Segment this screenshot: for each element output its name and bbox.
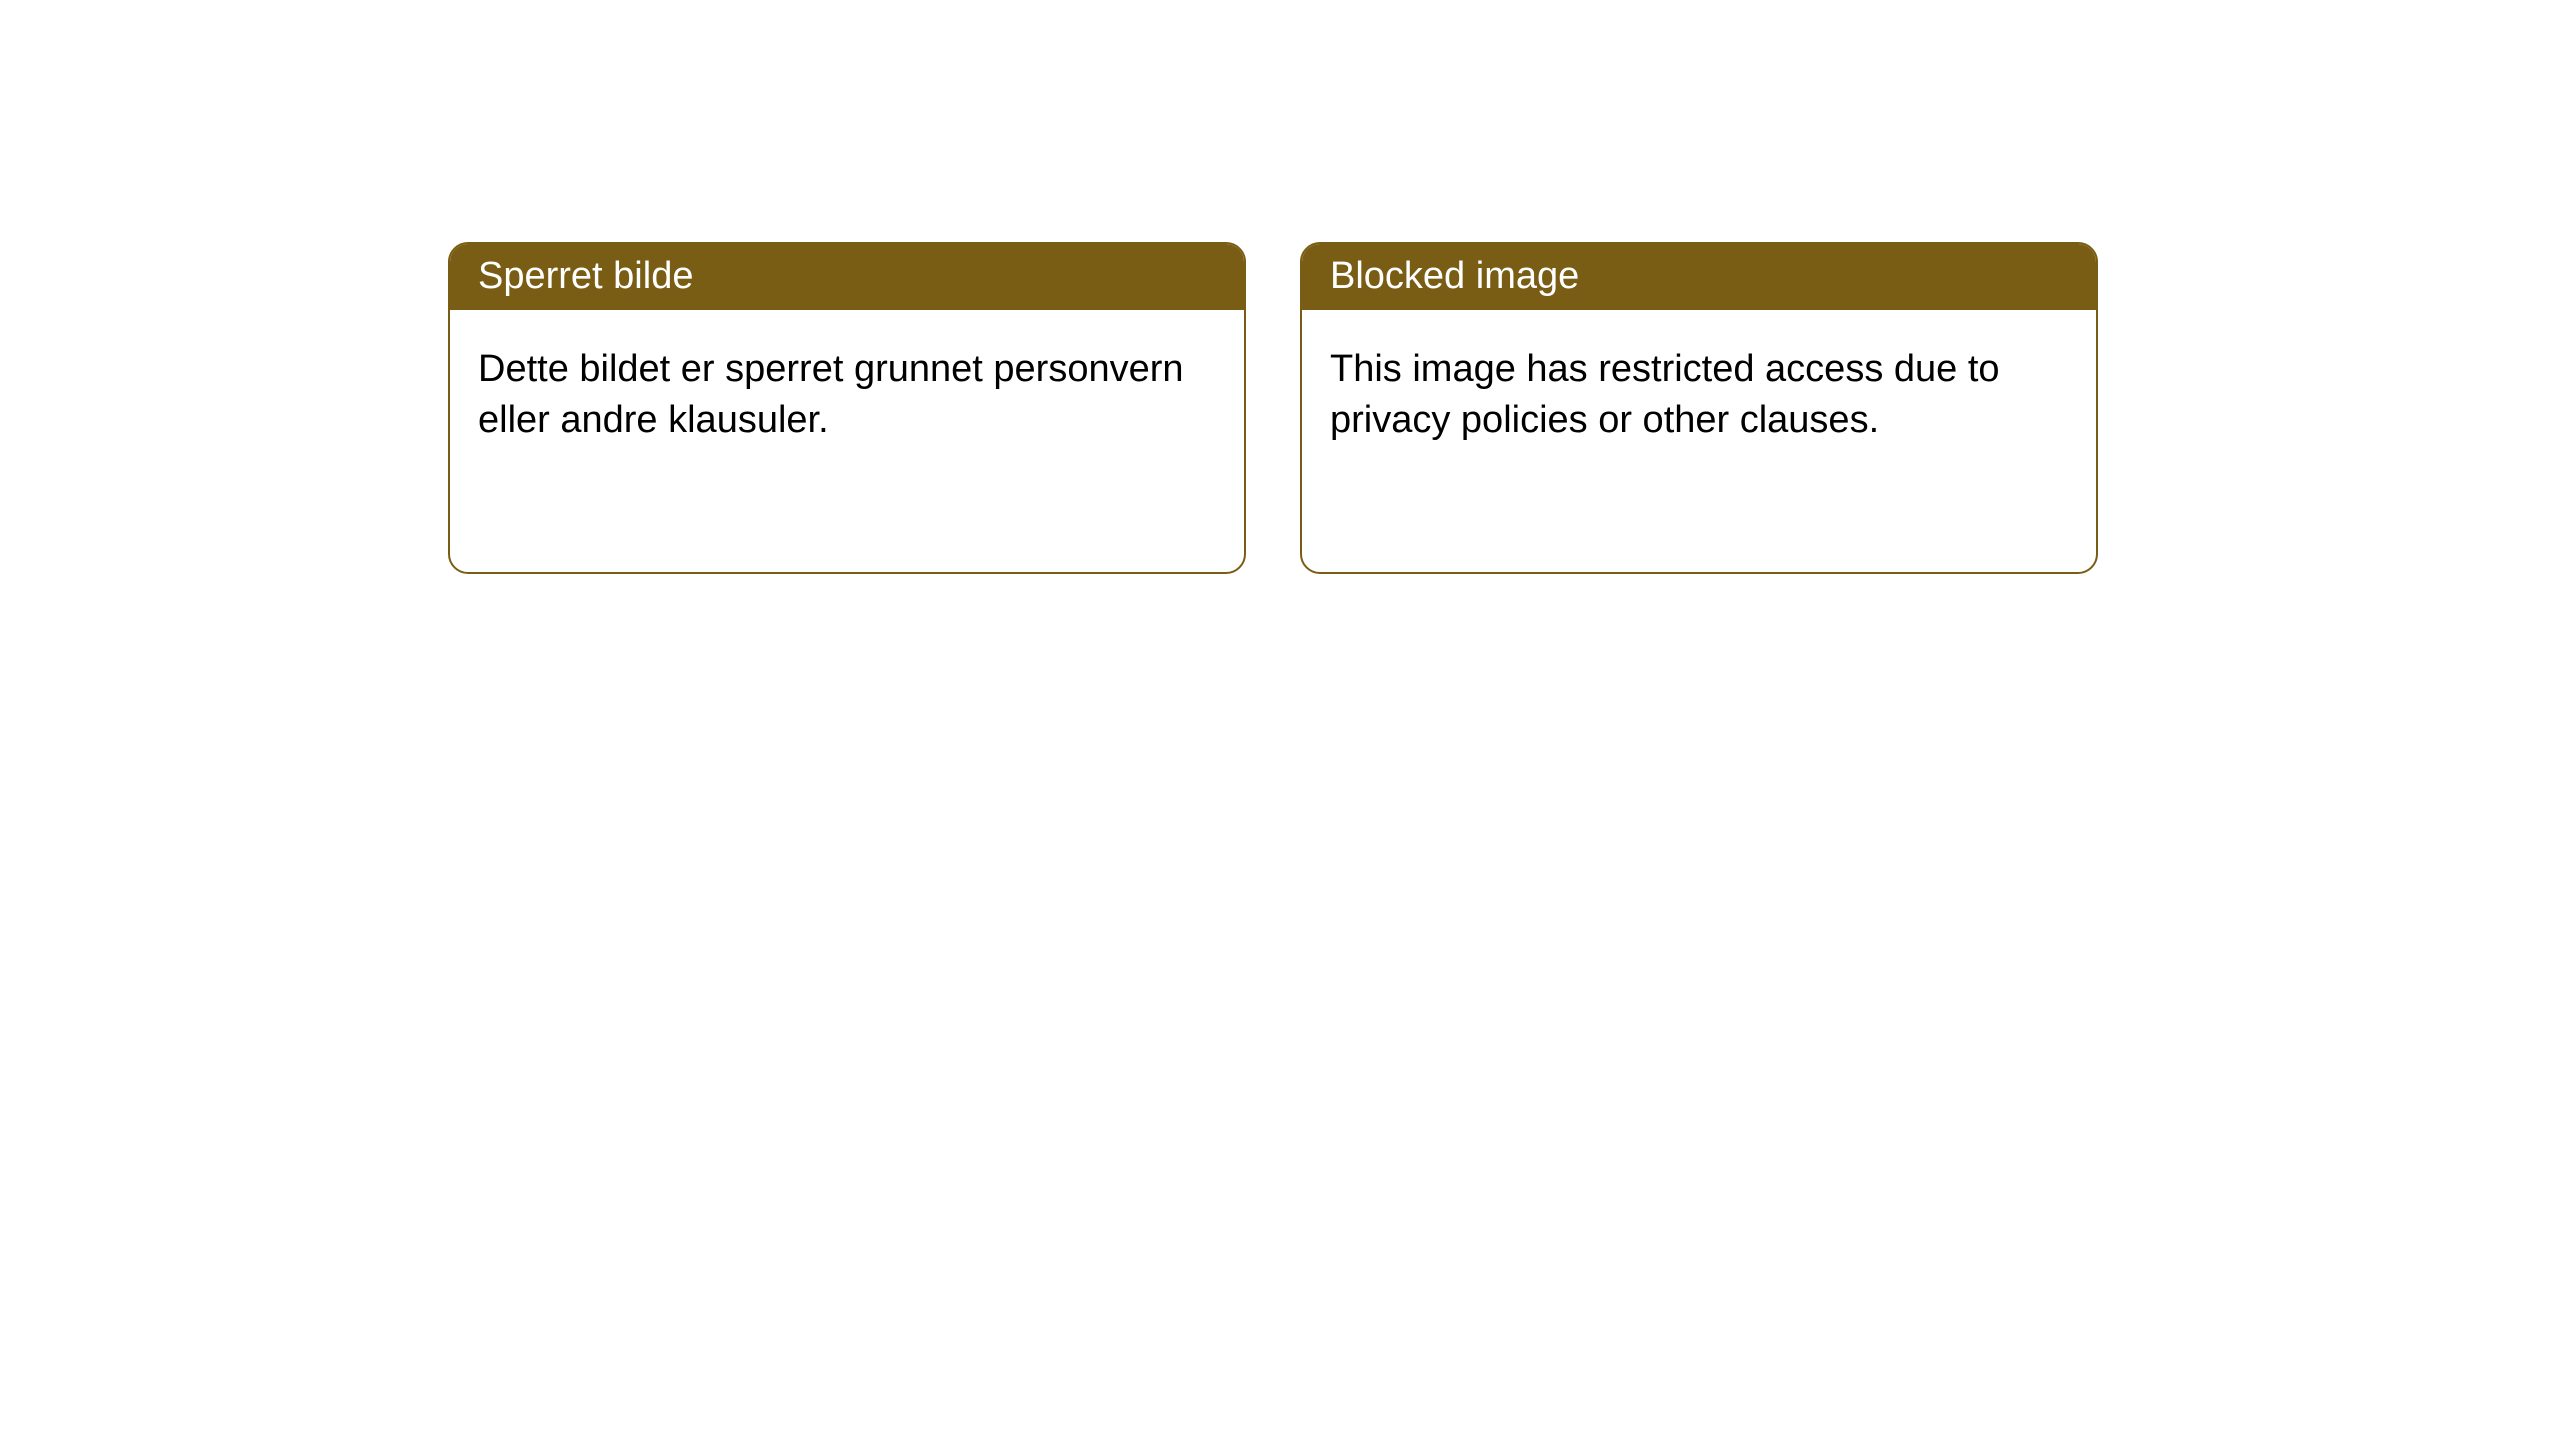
notice-card-norwegian: Sperret bilde Dette bildet er sperret gr… (448, 242, 1246, 574)
notice-title: Blocked image (1302, 244, 2096, 310)
notice-container: Sperret bilde Dette bildet er sperret gr… (0, 0, 2560, 574)
notice-body: This image has restricted access due to … (1302, 310, 2096, 481)
notice-card-english: Blocked image This image has restricted … (1300, 242, 2098, 574)
notice-title: Sperret bilde (450, 244, 1244, 310)
notice-body: Dette bildet er sperret grunnet personve… (450, 310, 1244, 481)
